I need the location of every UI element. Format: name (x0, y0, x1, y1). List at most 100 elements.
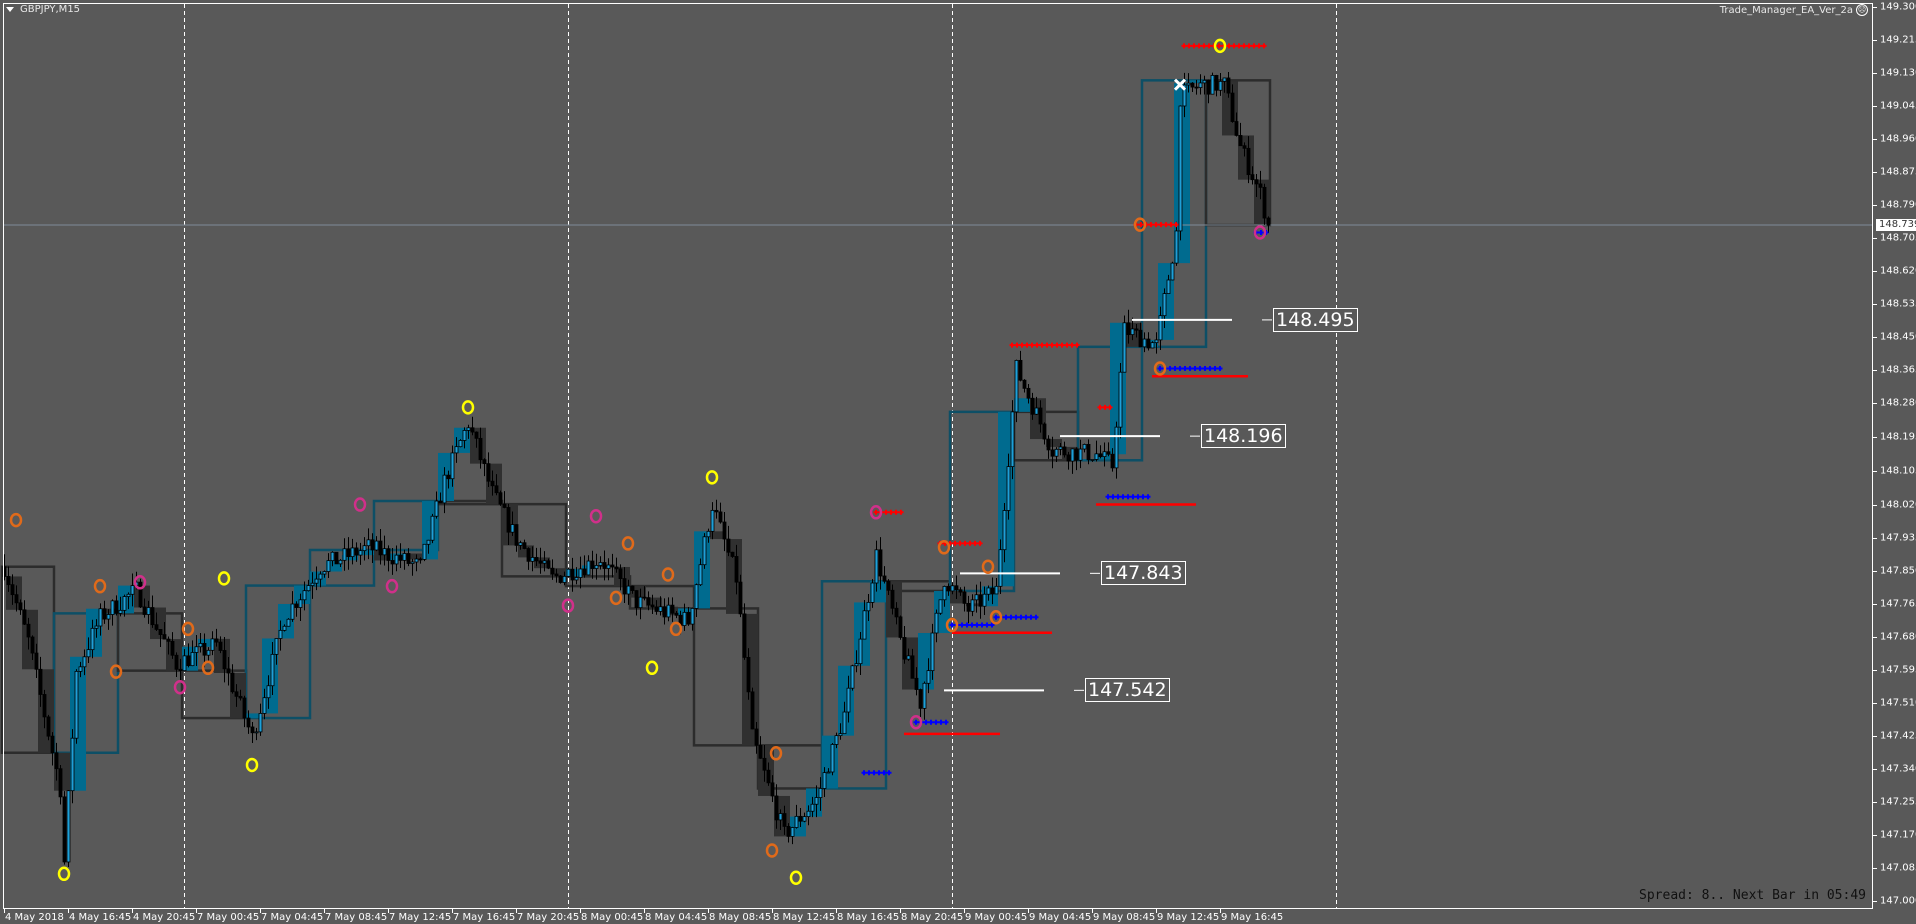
cross-dot (972, 540, 978, 546)
dropdown-triangle-icon[interactable] (6, 7, 14, 12)
bull-candle (814, 797, 819, 805)
bull-candle (586, 560, 591, 576)
h4-candle-box (244, 584, 312, 720)
cross-dot (1251, 43, 1257, 49)
bear-candle (390, 560, 395, 565)
cross-dot (1167, 365, 1173, 371)
time-tick (68, 909, 69, 913)
bear-candle (1042, 423, 1047, 440)
orange-circle-marker (981, 559, 995, 574)
bull-candle (1170, 262, 1175, 281)
time-tick (132, 909, 133, 913)
bear-candle (502, 503, 507, 508)
cross-dot (959, 622, 965, 628)
red-dotted-line (1181, 43, 1267, 49)
bear-candle (354, 547, 359, 556)
bull-candle (1118, 371, 1123, 428)
bull-candle (830, 744, 835, 773)
bear-candle (1214, 75, 1219, 91)
cross-dot (1157, 365, 1163, 371)
bull-candle (450, 452, 455, 480)
bull-candle (298, 599, 303, 608)
bull-candle (934, 612, 939, 634)
h1-candle-block (678, 608, 694, 616)
bear-candle (46, 716, 51, 737)
h4-candle-box (308, 548, 376, 587)
bear-candle (1126, 322, 1131, 336)
bull-candle (342, 548, 347, 561)
yellow-circle-marker (705, 470, 719, 485)
bull-candle (74, 670, 79, 739)
red-dotted-line (1133, 222, 1179, 228)
cross-dot (1181, 43, 1187, 49)
cross-dot (1163, 222, 1169, 228)
h1-candle-block (806, 788, 822, 817)
bear-candle (954, 585, 959, 591)
price-tick (1873, 403, 1877, 405)
cross-dot (938, 719, 944, 725)
bull-candle (402, 553, 407, 561)
price-tick (1873, 735, 1877, 737)
price-tick (1873, 901, 1877, 902)
bear-candle (558, 575, 563, 583)
bull-candle (578, 568, 583, 578)
expert-advisor-status[interactable]: Trade_Manager_EA_Ver_2a ☹ (1720, 4, 1868, 16)
cross-dot (1258, 229, 1264, 235)
bear-candle (1266, 217, 1271, 226)
bear-candle (966, 602, 971, 612)
cross-dot (989, 622, 995, 628)
cross-dot (1196, 43, 1202, 49)
price-tick (1873, 238, 1877, 240)
bear-candle (774, 795, 779, 821)
cross-dot (1191, 43, 1197, 49)
magenta-circle-marker (1253, 225, 1267, 240)
h1-candle-block (998, 411, 1014, 587)
bull-candle (350, 547, 355, 558)
cross-dot (1186, 43, 1192, 49)
bull-candle (1174, 230, 1179, 264)
day-separators (184, 4, 1337, 908)
bull-candle (974, 594, 979, 601)
h1-candle-block (246, 713, 262, 719)
cross-dot (1019, 342, 1025, 348)
bull-candle (638, 596, 643, 609)
cross-dot (1231, 43, 1237, 49)
bear-candle (674, 612, 679, 616)
price-tick (1873, 537, 1877, 539)
bull-candle (210, 638, 215, 651)
h1-candle-block (22, 609, 38, 670)
bear-candle (1242, 145, 1247, 149)
price-tick (1873, 436, 1877, 438)
bear-candle (570, 568, 575, 581)
bear-candle (478, 437, 483, 461)
bull-candle (1210, 75, 1215, 95)
bear-candle (634, 590, 639, 609)
bear-candle (882, 575, 887, 582)
cross-dot (943, 719, 949, 725)
time-tick (580, 909, 581, 913)
cross-dot (1226, 43, 1232, 49)
symbol-menu[interactable]: GBPJPY,M15 (6, 4, 80, 15)
price-tick (1873, 867, 1877, 869)
time-tick (324, 909, 325, 913)
cross-dot (1034, 342, 1040, 348)
bull-candle (1198, 82, 1203, 88)
price-tick (1873, 471, 1877, 473)
bear-candle (550, 567, 555, 575)
bear-candle (978, 594, 983, 607)
bull-candle (1162, 293, 1167, 317)
bull-candle (338, 559, 343, 565)
price-tick-label: 148.790 (1880, 199, 1916, 211)
cross-dot (1097, 404, 1103, 410)
time-tick-label: 7 May 20:45 (517, 912, 580, 923)
h4-candle-boxes (0, 79, 1272, 790)
cross-dot (979, 622, 985, 628)
cross-dot (1217, 365, 1223, 371)
bear-candle (242, 697, 247, 719)
bear-candle (294, 603, 299, 608)
bull-candle (1070, 448, 1075, 462)
price-tick (1873, 40, 1877, 42)
bull-candle (282, 625, 287, 631)
bear-candle (894, 607, 899, 618)
